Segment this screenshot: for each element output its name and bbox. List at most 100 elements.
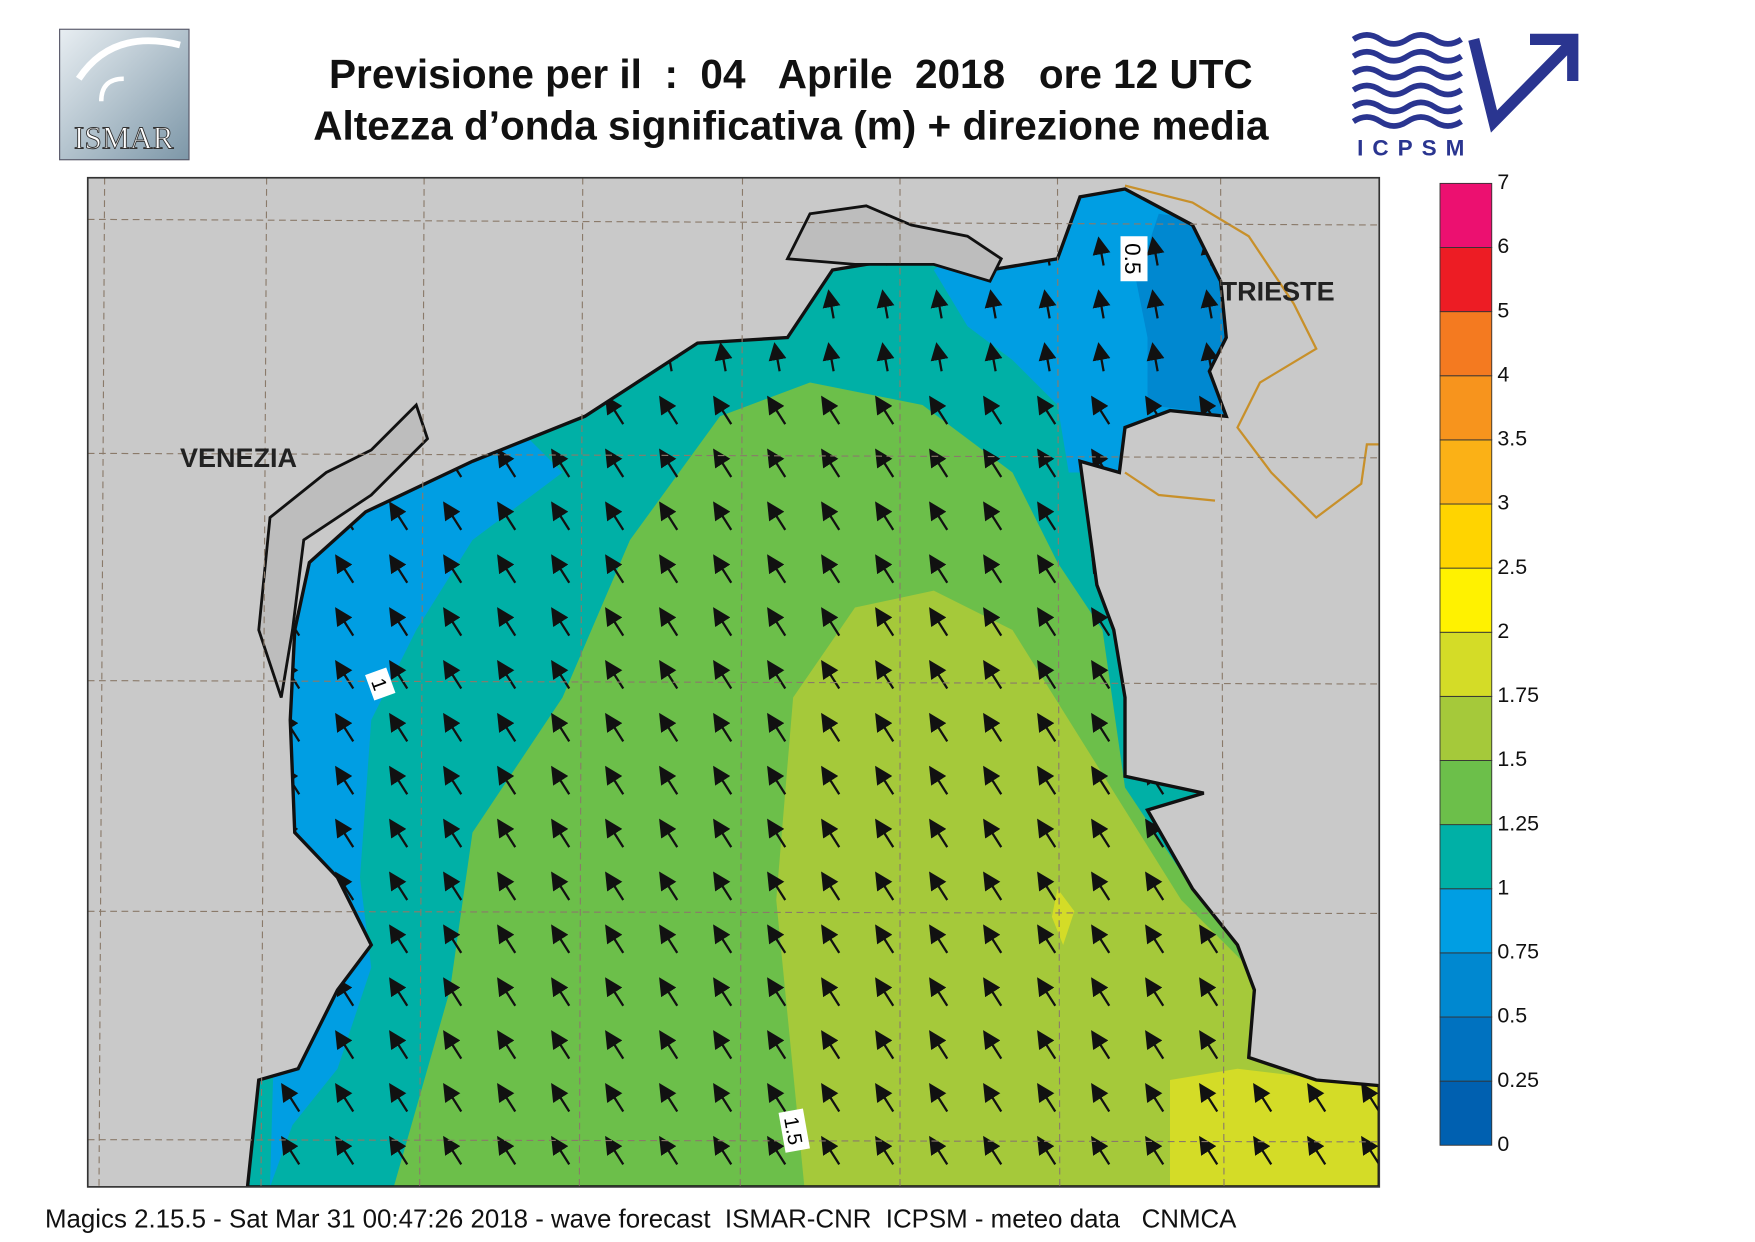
wave-arrow bbox=[1037, 448, 1057, 478]
colorbar-swatch bbox=[1439, 952, 1493, 1018]
wave-arrow bbox=[713, 659, 733, 690]
wave-arrow bbox=[659, 871, 679, 901]
wave-arrow bbox=[1091, 1082, 1111, 1113]
wave-arrow bbox=[443, 607, 463, 637]
wave-arrow bbox=[767, 395, 787, 425]
wave-arrow bbox=[1145, 977, 1165, 1007]
wave-arrow bbox=[551, 871, 571, 901]
colorbar-swatch bbox=[1439, 760, 1493, 826]
wave-arrow bbox=[659, 1082, 679, 1113]
wave-arrow bbox=[930, 289, 949, 319]
wave-arrow bbox=[822, 289, 841, 319]
wave-arrow bbox=[929, 607, 949, 637]
wave-arrow bbox=[983, 501, 1003, 531]
wave-arrow bbox=[713, 1082, 733, 1113]
wave-arrow bbox=[605, 395, 625, 425]
wave-arrow bbox=[551, 1030, 571, 1060]
wave-arrow bbox=[389, 818, 409, 848]
wave-arrow bbox=[1037, 977, 1057, 1007]
wave-arrow bbox=[443, 501, 463, 531]
wave-arrow bbox=[713, 765, 733, 795]
wave-arrow bbox=[1091, 924, 1111, 954]
wave-arrow bbox=[497, 607, 517, 637]
colorbar-label: 6 bbox=[1497, 234, 1509, 258]
wave-arrow bbox=[497, 1135, 517, 1165]
wave-arrow bbox=[713, 607, 733, 637]
icpsm-logo: ICPSM bbox=[1351, 32, 1579, 160]
wave-arrow bbox=[659, 765, 679, 795]
wave-arrow bbox=[1199, 1030, 1219, 1060]
colorbar-swatch bbox=[1439, 888, 1493, 954]
wave-arrow bbox=[1091, 871, 1111, 901]
wave-arrow bbox=[713, 1030, 733, 1060]
wave-arrow bbox=[1037, 395, 1057, 425]
colorbar-swatch bbox=[1439, 182, 1493, 248]
wave-arrow bbox=[821, 607, 841, 637]
wave-arrow bbox=[875, 977, 895, 1007]
wave-arrow bbox=[1091, 659, 1111, 690]
wave-arrow bbox=[713, 501, 733, 531]
wave-arrow bbox=[929, 818, 949, 848]
wave-arrow bbox=[443, 1030, 463, 1060]
colorbar-swatch bbox=[1439, 439, 1493, 505]
wave-arrow bbox=[659, 818, 679, 848]
wave-arrow bbox=[605, 871, 625, 901]
wave-arrow bbox=[767, 924, 787, 954]
wave-arrow bbox=[983, 1030, 1003, 1060]
wave-arrow bbox=[821, 765, 841, 795]
wave-arrow bbox=[443, 871, 463, 901]
wave-arrow bbox=[875, 1030, 895, 1060]
wave-arrow bbox=[659, 501, 679, 531]
wave-arrow bbox=[875, 818, 895, 848]
wave-arrow bbox=[605, 659, 625, 690]
wave-arrow bbox=[875, 607, 895, 637]
logo-text: ICPSM bbox=[1357, 135, 1473, 160]
wave-arrow bbox=[335, 1082, 355, 1113]
wave-arrow bbox=[983, 395, 1003, 425]
wave-arrow bbox=[335, 712, 355, 742]
wave-arrow bbox=[713, 977, 733, 1007]
wave-arrow bbox=[875, 1135, 895, 1165]
wave-arrow bbox=[389, 1082, 409, 1113]
wave-arrow bbox=[551, 448, 571, 478]
wave-arrow bbox=[497, 924, 517, 954]
colorbar-swatch bbox=[1439, 695, 1493, 761]
wave-arrow bbox=[443, 659, 463, 690]
wave-arrow bbox=[983, 977, 1003, 1007]
colorbar-swatch bbox=[1439, 1080, 1493, 1146]
wave-arrow bbox=[497, 871, 517, 901]
wave-arrow bbox=[1199, 1082, 1219, 1113]
map-frame bbox=[86, 176, 1381, 1188]
wave-arrow bbox=[983, 871, 1003, 901]
wave-arrow bbox=[497, 659, 517, 690]
wave-arrow bbox=[1037, 1135, 1057, 1165]
wave-arrow bbox=[551, 712, 571, 742]
wave-arrow bbox=[983, 554, 1003, 584]
wave-arrow bbox=[1200, 289, 1219, 319]
wave-arrow bbox=[1145, 818, 1165, 848]
wave-arrow bbox=[875, 501, 895, 531]
wave-arrow bbox=[605, 765, 625, 795]
wave-arrow bbox=[821, 977, 841, 1007]
wave-arrow bbox=[1037, 712, 1057, 742]
wave-arrow bbox=[659, 1030, 679, 1060]
wave-arrow bbox=[443, 765, 463, 795]
wave-arrow bbox=[983, 1135, 1003, 1165]
wave-arrow bbox=[443, 1082, 463, 1113]
wave-arrow bbox=[1091, 765, 1111, 795]
wave-arrow bbox=[713, 924, 733, 954]
wave-arrow bbox=[821, 659, 841, 690]
wave-arrow bbox=[497, 501, 517, 531]
wave-arrow bbox=[443, 554, 463, 584]
wave-arrow bbox=[767, 448, 787, 478]
wave-arrow bbox=[1092, 342, 1111, 372]
colorbar-label: 3.5 bbox=[1497, 427, 1527, 451]
wave-arrow bbox=[713, 395, 733, 425]
wave-arrow bbox=[389, 659, 409, 690]
wave-arrow bbox=[929, 924, 949, 954]
wave-arrow bbox=[929, 712, 949, 742]
wave-arrow bbox=[551, 818, 571, 848]
wave-arrow bbox=[875, 765, 895, 795]
wave-arrow bbox=[1091, 1030, 1111, 1060]
